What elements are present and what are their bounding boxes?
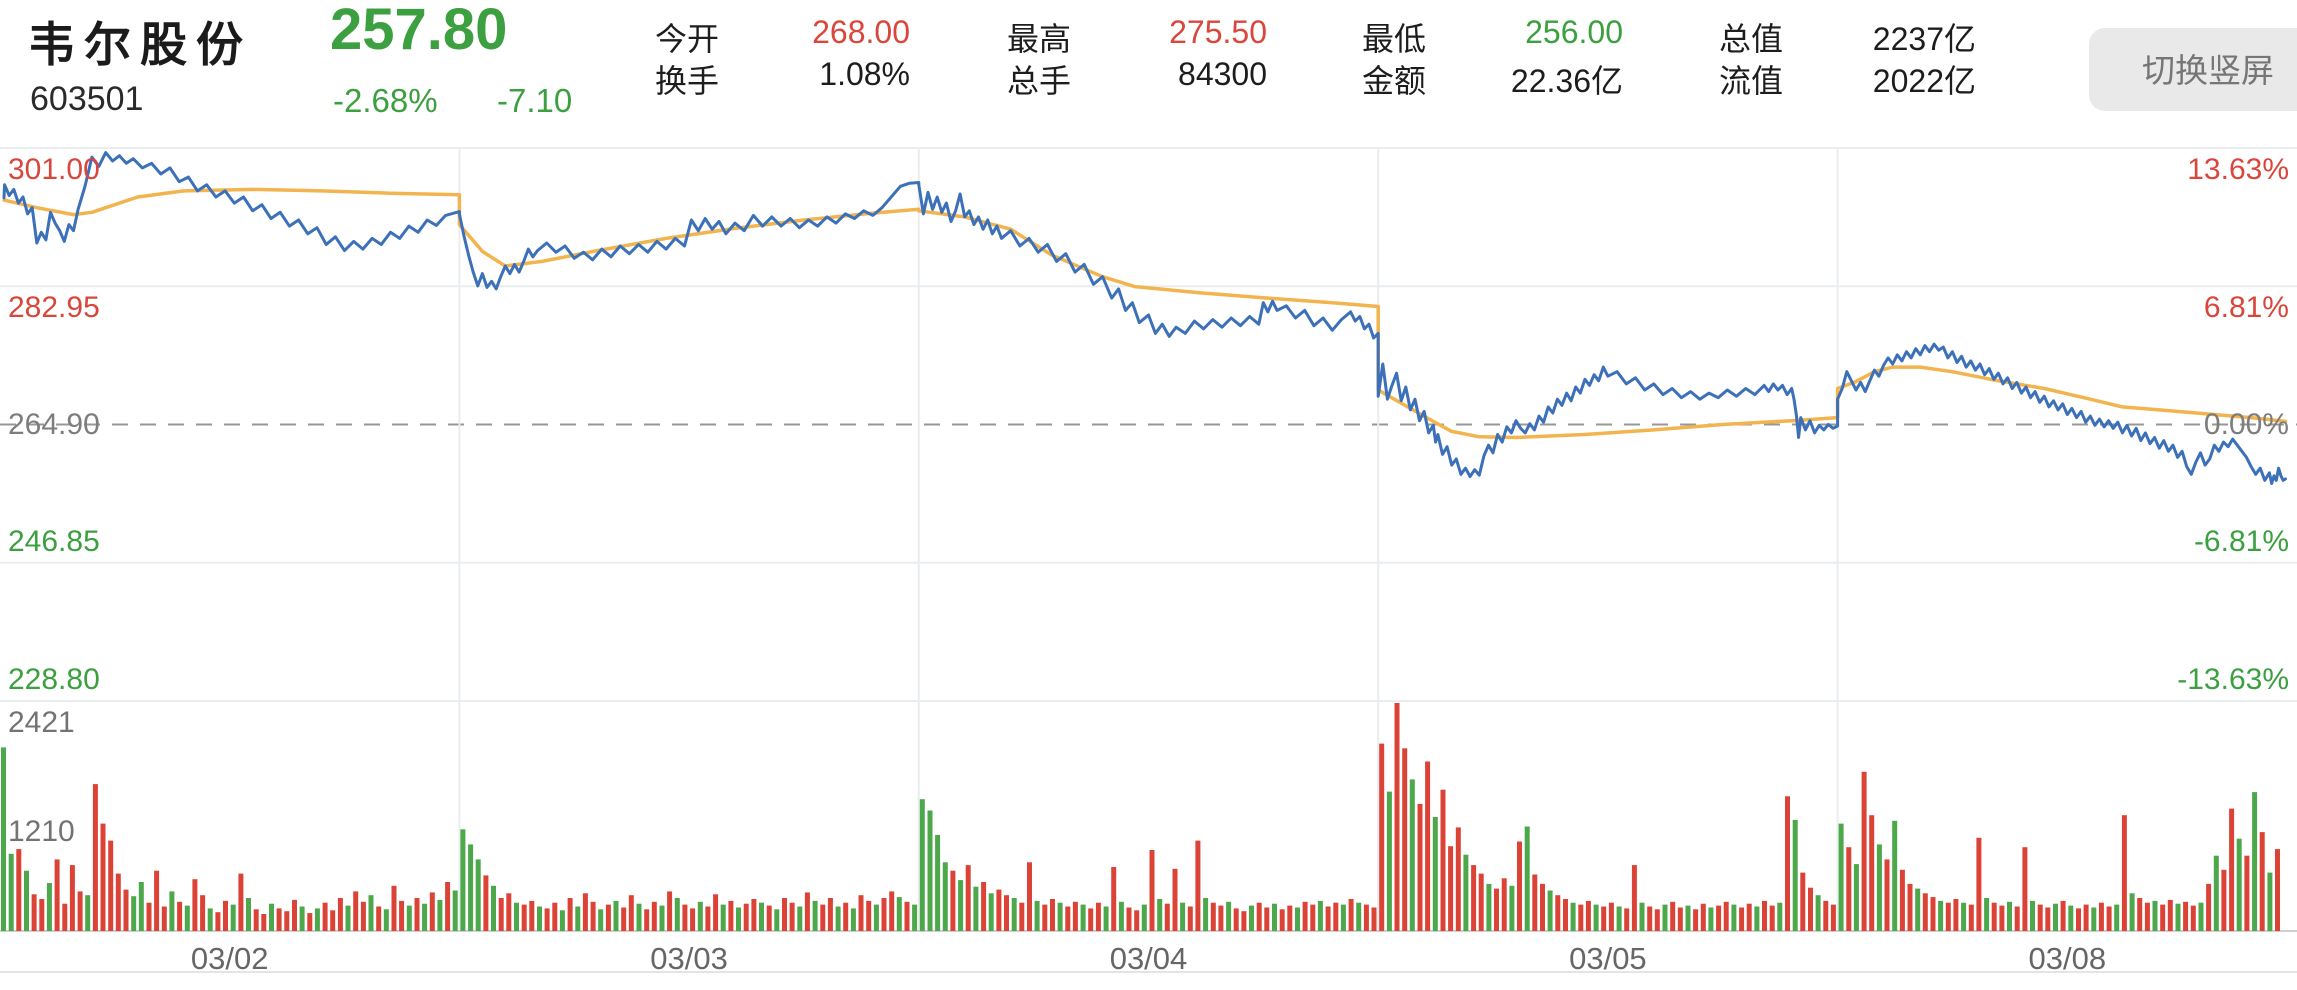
rotate-screen-button[interactable]: 切换竖屏 <box>2089 28 2297 111</box>
stat-value: 2022亿 <box>1872 63 1976 99</box>
stock-code: 603501 <box>30 80 144 118</box>
stat-value: 2237亿 <box>1872 21 1976 57</box>
change-percent: -2.68% <box>333 82 438 119</box>
bottom-separator <box>0 971 2297 973</box>
stat-label: 最低 <box>1362 21 1427 57</box>
volume-axis-label: 2421 <box>8 706 75 739</box>
percent-axis-label: 13.63% <box>2187 153 2289 186</box>
date-label: 03/08 <box>2028 941 2107 976</box>
stock-header: 韦尔股份 257.80 603501 -2.68% -7.10 今开 268.00… <box>0 0 2297 120</box>
stat-label: 流值 <box>1719 63 1784 99</box>
price-line <box>2 151 2287 485</box>
stat-value: 22.36亿 <box>1510 63 1623 99</box>
date-label: 03/02 <box>190 941 269 976</box>
date-label: 03/04 <box>1109 941 1188 976</box>
price-axis-label: 301.00 <box>8 153 100 186</box>
stat-label: 金额 <box>1362 63 1427 99</box>
price-axis-label: 228.80 <box>8 663 100 696</box>
price-axis-label: 264.90 <box>8 407 100 441</box>
price-axis-label: 282.95 <box>8 291 100 325</box>
stat-value: 84300 <box>1178 56 1267 92</box>
stat-value: 256.00 <box>1525 14 1623 50</box>
stat-value: 268.00 <box>812 14 910 50</box>
current-price: 257.80 <box>330 0 508 62</box>
stat-label: 总值 <box>1719 21 1784 57</box>
ma-line <box>2 187 2288 440</box>
volume-axis-label: 1210 <box>8 815 75 848</box>
stat-value: 1.08% <box>819 56 910 92</box>
stat-label: 换手 <box>655 63 720 99</box>
price-axis-label: 246.85 <box>8 524 100 558</box>
stock-name: 韦尔股份 <box>28 18 252 71</box>
stat-label: 最高 <box>1007 21 1072 57</box>
date-label: 03/03 <box>650 941 728 976</box>
percent-axis-label: 6.81% <box>2203 291 2289 325</box>
stat-value: 275.50 <box>1169 14 1267 50</box>
percent-axis-label: -6.81% <box>2193 524 2289 558</box>
percent-axis-label: 0.00% <box>2203 407 2289 441</box>
date-label: 03/05 <box>1569 941 1647 976</box>
stat-label: 今开 <box>655 21 720 57</box>
stat-label: 总手 <box>1007 63 1072 99</box>
percent-axis-label: -13.63% <box>2177 663 2289 696</box>
change-amount: -7.10 <box>497 82 573 119</box>
